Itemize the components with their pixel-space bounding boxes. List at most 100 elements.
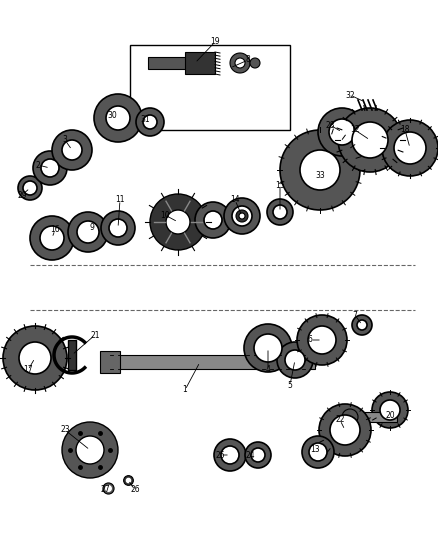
Circle shape [94,94,142,142]
Circle shape [40,226,64,250]
Text: 20: 20 [385,410,395,419]
Text: 32: 32 [345,91,355,100]
Circle shape [236,210,248,222]
Circle shape [330,415,360,445]
Text: 31: 31 [140,116,150,125]
Circle shape [382,120,438,176]
Circle shape [318,108,366,156]
Text: 13: 13 [310,446,320,455]
Circle shape [232,206,252,226]
Circle shape [77,221,99,243]
Circle shape [329,119,355,145]
Circle shape [33,151,67,185]
Text: 25: 25 [215,450,225,459]
Circle shape [352,315,372,335]
Text: 3: 3 [63,135,67,144]
Circle shape [52,130,92,170]
Text: 12: 12 [350,125,360,134]
Circle shape [302,436,334,468]
Text: 29: 29 [17,190,27,199]
Text: 27: 27 [100,486,110,495]
Circle shape [338,108,402,172]
Text: 11: 11 [115,196,125,205]
Text: 8: 8 [246,55,251,64]
Bar [130,45,290,130]
Text: 5: 5 [288,381,293,390]
Bar [105,355,315,369]
Text: 14: 14 [230,196,240,205]
Circle shape [18,176,42,200]
Circle shape [106,106,130,130]
Text: 21: 21 [90,330,100,340]
Circle shape [342,409,358,425]
Circle shape [244,324,292,372]
Circle shape [221,446,239,464]
Text: 1: 1 [183,385,187,394]
Circle shape [267,199,293,225]
Circle shape [245,442,271,468]
Circle shape [30,216,74,260]
Text: 4: 4 [265,366,270,375]
Circle shape [76,436,104,464]
Circle shape [204,211,222,229]
Circle shape [143,115,157,129]
Circle shape [357,320,367,330]
Text: 17: 17 [23,366,33,375]
Text: 10: 10 [160,211,170,220]
Circle shape [297,315,347,365]
Circle shape [319,404,371,456]
Circle shape [251,448,265,462]
Circle shape [254,334,282,362]
Circle shape [280,130,360,210]
Bar [148,57,208,69]
Circle shape [224,198,260,234]
Circle shape [394,132,426,164]
Text: 7: 7 [353,311,357,319]
Circle shape [101,211,135,245]
Circle shape [352,122,388,158]
Circle shape [3,326,67,390]
Bar [355,412,397,422]
Text: 15: 15 [275,181,285,190]
Circle shape [235,58,245,68]
Text: 2: 2 [35,160,40,169]
Text: 22: 22 [335,416,345,424]
Circle shape [273,205,287,219]
Circle shape [380,400,400,420]
Circle shape [166,210,190,234]
Circle shape [308,326,336,354]
Circle shape [309,443,327,461]
Circle shape [195,202,231,238]
Circle shape [372,392,408,428]
Text: 9: 9 [89,223,95,232]
Circle shape [109,219,127,237]
Circle shape [68,212,108,252]
Text: 16: 16 [50,225,60,235]
Bar [185,52,215,74]
Circle shape [23,181,37,195]
Circle shape [285,350,305,370]
Text: 24: 24 [245,450,255,459]
Circle shape [150,194,206,250]
Circle shape [19,342,51,374]
Text: 33: 33 [315,171,325,180]
Circle shape [300,150,340,190]
Bar [100,351,120,373]
Text: 19: 19 [210,37,220,46]
Text: 26: 26 [130,486,140,495]
Text: 23: 23 [60,425,70,434]
Circle shape [41,159,59,177]
Circle shape [214,439,246,471]
Circle shape [230,53,250,73]
Circle shape [136,108,164,136]
Text: 18: 18 [400,125,410,134]
Text: 28: 28 [325,120,335,130]
Circle shape [62,422,118,478]
Bar [68,340,76,370]
Circle shape [62,140,82,160]
Circle shape [250,58,260,68]
Circle shape [239,213,245,219]
Text: 6: 6 [307,335,312,344]
Circle shape [277,342,313,378]
Text: 30: 30 [107,110,117,119]
